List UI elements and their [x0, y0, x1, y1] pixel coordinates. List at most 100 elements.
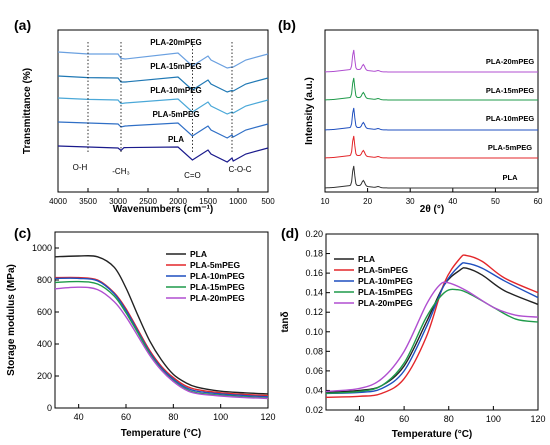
panel-d-series	[325, 254, 539, 398]
panel-b-series-line	[324, 135, 538, 159]
panel-a-series	[57, 51, 269, 163]
legend-label: PLA-5mPEG	[358, 265, 408, 275]
panel-a-ftir-chart: (a) Transmittance (%) Wavenumbers (cm⁻¹)…	[14, 17, 275, 215]
y-tick-label: 0.04	[305, 385, 323, 395]
panel-a-x-tick-label: 1500	[199, 197, 217, 206]
panel-b-x-tick-label: 40	[448, 197, 457, 206]
series-line	[325, 262, 539, 395]
y-tick-label: 0.10	[305, 327, 323, 337]
legend-label: PLA-10mPEG	[190, 271, 245, 281]
series-line	[54, 277, 269, 398]
panel-b-xlabel: 2θ (°)	[420, 204, 444, 215]
panel-a-series-line	[57, 121, 269, 139]
x-tick-label: 40	[74, 412, 84, 422]
panel-a-x-tick-label: 1000	[229, 197, 247, 206]
panel-d-tan-delta-chart: (d) tanδ Temperature (°C) 40 60 80 100 120 0.…	[280, 225, 546, 440]
panel-a-frame	[57, 29, 269, 193]
series-line	[54, 286, 269, 400]
panel-a-annotation: O-H	[73, 163, 88, 172]
x-tick-label: 60	[399, 414, 409, 424]
panel-a-x-ticks: 4000 3500 3000 2500 2000 1500 1000 500	[49, 188, 275, 206]
panel-b-series-label: PLA-10mPEG	[486, 114, 535, 123]
panel-d-label: (d)	[281, 225, 299, 241]
panel-a-series-labels: PLA-20mPEG PLA-15mPEG PLA-10mPEG PLA-5mPEG P…	[150, 38, 202, 144]
y-tick-label: 0.16	[305, 268, 323, 278]
legend-label: PLA-5mPEG	[190, 260, 240, 270]
panel-c-series	[54, 254, 269, 400]
legend-label: PLA-20mPEG	[190, 293, 245, 303]
y-tick-label: 0.08	[305, 346, 323, 356]
x-tick-label: 80	[168, 412, 178, 422]
y-tick-label: 0.18	[305, 249, 323, 259]
panel-a-series-label: PLA-10mPEG	[150, 86, 202, 95]
x-tick-label: 120	[260, 412, 275, 422]
panel-b-x-ticks: 10 20 30 40 50 60	[321, 188, 543, 206]
panel-d-ylabel: tanδ	[280, 311, 291, 332]
series-line	[325, 254, 539, 398]
panel-b-series	[324, 49, 538, 189]
panel-a-series-label: PLA-15mPEG	[150, 62, 202, 71]
panel-b-x-tick-label: 30	[406, 197, 415, 206]
panel-b-ylabel: Intensity (a.u.)	[304, 77, 315, 145]
panel-a-x-tick-label: 4000	[49, 197, 67, 206]
panel-b-x-tick-label: 20	[363, 197, 372, 206]
panel-c-ylabel: Storage modulus (MPa)	[6, 264, 17, 376]
panel-d-xlabel: Temperature (°C)	[392, 429, 473, 440]
panel-b-series-line	[324, 165, 538, 189]
series-line	[325, 288, 539, 395]
panel-c-storage-modulus-chart: (c) Storage modulus (MPa) Temperature (°…	[6, 225, 276, 439]
y-tick-label: 1000	[32, 243, 52, 253]
panel-b-x-tick-label: 60	[534, 197, 543, 206]
panel-b-series-label: PLA	[503, 173, 519, 182]
panel-c-ticks: 40 60 80 100 120 0 200 400 600 800 1000	[32, 243, 276, 422]
panel-b-frame	[324, 29, 539, 193]
panel-a-x-tick-label: 2000	[169, 197, 187, 206]
panel-a-x-tick-label: 3000	[109, 197, 127, 206]
panel-a-series-line	[57, 145, 269, 163]
y-tick-label: 0.12	[305, 307, 323, 317]
panel-a-label: (a)	[14, 17, 31, 33]
y-tick-label: 0.20	[305, 229, 323, 239]
panel-a-series-line	[57, 97, 269, 115]
x-tick-label: 100	[213, 412, 228, 422]
legend-label: PLA	[190, 249, 207, 259]
legend-label: PLA-10mPEG	[358, 276, 413, 286]
y-tick-label: 200	[37, 371, 52, 381]
panel-b-series-label: PLA-15mPEG	[486, 86, 535, 95]
panel-a-annotations: O-H -CH₃ C=O C-O-C	[73, 42, 252, 180]
x-tick-label: 120	[530, 414, 545, 424]
panel-c-legend: PLAPLA-5mPEGPLA-10mPEGPLA-15mPEGPLA-20mP…	[166, 249, 245, 303]
panel-a-series-line	[57, 51, 269, 69]
panel-a-xlabel: Wavenumbers (cm⁻¹)	[113, 204, 213, 215]
y-tick-label: 600	[37, 307, 52, 317]
panel-a-series-label: PLA-5mPEG	[152, 110, 199, 119]
y-tick-label: 400	[37, 339, 52, 349]
legend-label: PLA	[358, 254, 375, 264]
x-tick-label: 100	[486, 414, 501, 424]
legend-label: PLA-15mPEG	[358, 287, 413, 297]
panel-a-annotation: -CH₃	[112, 167, 129, 176]
panel-b-series-line	[324, 77, 538, 101]
y-tick-label: 800	[37, 275, 52, 285]
panel-b-series-labels: PLA-20mPEG PLA-15mPEG PLA-10mPEG PLA-5mPEG P…	[486, 57, 535, 182]
series-line	[325, 281, 539, 393]
x-tick-label: 80	[444, 414, 454, 424]
panel-b-x-tick-label: 50	[491, 197, 500, 206]
panel-a-ylabel: Transmittance (%)	[22, 68, 33, 154]
y-tick-label: 0.02	[305, 405, 323, 415]
panel-a-x-tick-label: 500	[261, 197, 275, 206]
panel-b-x-tick-label: 10	[321, 197, 330, 206]
panel-d-ticks: 40 60 80 100 120 0.02 0.04 0.06 0.08 0.10 0.12 0.14…	[305, 229, 545, 424]
panel-a-x-tick-label: 2500	[139, 197, 157, 206]
legend-label: PLA-15mPEG	[190, 282, 245, 292]
panel-b-series-line	[324, 107, 538, 131]
panel-c-label: (c)	[14, 225, 31, 241]
panel-a-x-tick-label: 3500	[79, 197, 97, 206]
panel-b-series-line	[324, 49, 538, 73]
y-tick-label: 0	[47, 403, 52, 413]
panel-a-annotation: C-O-C	[228, 165, 251, 174]
series-line	[54, 254, 269, 395]
y-tick-label: 0.06	[305, 366, 323, 376]
panel-d-legend: PLAPLA-5mPEGPLA-10mPEGPLA-15mPEGPLA-20mP…	[334, 254, 413, 308]
